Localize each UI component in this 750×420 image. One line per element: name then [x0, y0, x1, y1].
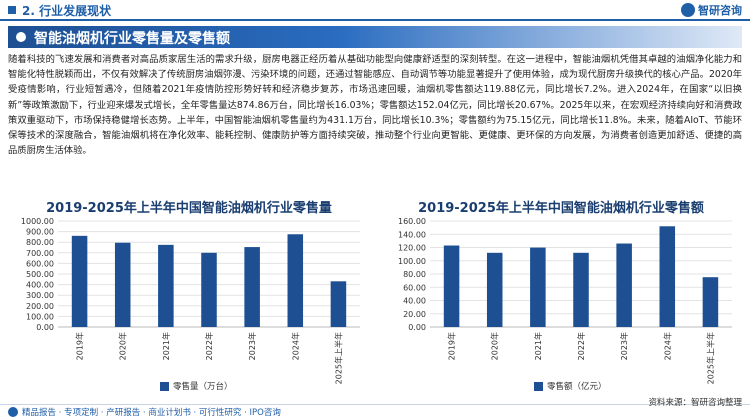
- bar-6: [702, 277, 719, 327]
- bar-2: [158, 244, 174, 327]
- x-tick-label: 2025年上半年: [705, 332, 715, 384]
- y-tick-label: 140.00: [398, 230, 426, 239]
- y-tick-label: 400.00: [26, 281, 54, 290]
- bar-4: [244, 247, 260, 327]
- section-title: 2. 行业发展现状: [22, 4, 112, 18]
- bar-1: [114, 242, 131, 327]
- brand-name: 智研咨询: [698, 4, 742, 17]
- title-band: 智能油烟机行业零售量及零售额: [8, 26, 742, 48]
- y-tick-label: 500.00: [26, 270, 54, 279]
- y-tick-label: 100.00: [398, 257, 426, 266]
- x-tick-label: 2022年: [204, 332, 214, 360]
- bar-0: [443, 245, 460, 327]
- x-tick-label: 2021年: [533, 332, 543, 360]
- y-tick-label: 300.00: [26, 291, 54, 300]
- y-tick-label: 60.00: [403, 283, 426, 292]
- chart-legend-sales: 零售额（亿元）: [534, 380, 607, 392]
- top-bar: 2. 行业发展现状 智研咨询: [0, 0, 750, 22]
- footer-services: 精品报告 · 专项定制 · 产研报告 · 商业计划书 · 可行性研究 · IPO…: [8, 406, 281, 418]
- x-tick-label: 2020年: [118, 332, 128, 360]
- footer-logo-icon: [8, 407, 18, 417]
- y-tick-label: 120.00: [398, 244, 426, 253]
- y-tick-label: 1000.00: [21, 217, 54, 226]
- x-tick-label: 2022年: [576, 332, 586, 360]
- bar-0: [71, 235, 88, 327]
- bar-3: [201, 252, 217, 327]
- y-tick-label: 20.00: [403, 310, 426, 319]
- chart-title-sales: 2019-2025年上半年中国智能油烟机行业零售额: [418, 201, 704, 216]
- y-tick-label: 700.00: [26, 249, 54, 258]
- legend-label: 零售量（万台）: [173, 382, 233, 392]
- section-marker-icon: [8, 6, 16, 14]
- bar-5: [287, 234, 304, 327]
- footer-divider: [0, 404, 750, 405]
- footer-source: 资料来源：智研咨询整理: [648, 398, 742, 408]
- x-tick-label: 2024年: [662, 332, 672, 360]
- y-tick-label: 40.00: [403, 297, 426, 306]
- y-tick-label: 600.00: [26, 259, 54, 268]
- x-tick-label: 2020年: [490, 332, 500, 360]
- y-tick-label: 0.00: [408, 323, 426, 332]
- y-tick-label: 900.00: [26, 228, 54, 237]
- brand-logo-icon: [681, 3, 695, 17]
- chart-legend-volume: 零售量（万台）: [160, 380, 233, 392]
- footer-services-text: 精品报告 · 专项定制 · 产研报告 · 商业计划书 · 可行性研究 · IPO…: [22, 408, 281, 418]
- title-bullet-icon: [16, 32, 26, 42]
- bar-4: [616, 243, 632, 327]
- chart-sales: 0.00 20.00 40.00 60.00 80.00 100.00 120.00 140.…: [398, 217, 732, 384]
- y-tick-label: 800.00: [26, 238, 54, 247]
- x-tick-label: 2025年上半年: [333, 332, 343, 384]
- y-tick-label: 0.00: [36, 323, 54, 332]
- x-tick-label: 2021年: [161, 332, 171, 360]
- x-tick-label: 2023年: [619, 332, 629, 360]
- legend-label: 零售额（亿元）: [547, 382, 607, 392]
- x-tick-label: 2024年: [290, 332, 300, 360]
- x-tick-label: 2019年: [447, 332, 457, 360]
- y-tick-label: 100.00: [26, 312, 54, 321]
- x-tick-label: 2023年: [247, 332, 257, 360]
- page-title: 智能油烟机行业零售量及零售额: [34, 31, 230, 47]
- bar-1: [486, 252, 503, 327]
- bar-6: [330, 281, 347, 327]
- legend-swatch: [160, 381, 169, 391]
- body-paragraph: 随着科技的飞速发展和消费者对高品质家居生活的需求升级，厨房电器正经历着从基础功能…: [8, 54, 742, 157]
- legend-swatch: [534, 381, 543, 391]
- bar-2: [530, 247, 546, 327]
- bar-3: [573, 252, 589, 327]
- chart-title-volume: 2019-2025年上半年中国智能油烟机行业零售量: [46, 201, 332, 216]
- y-tick-label: 160.00: [398, 217, 426, 226]
- y-tick-label: 80.00: [403, 270, 426, 279]
- bar-5: [659, 226, 676, 327]
- top-divider: [0, 19, 750, 21]
- brand-logo: 智研咨询: [681, 2, 742, 18]
- y-tick-label: 200.00: [26, 302, 54, 311]
- x-tick-label: 2019年: [75, 332, 85, 360]
